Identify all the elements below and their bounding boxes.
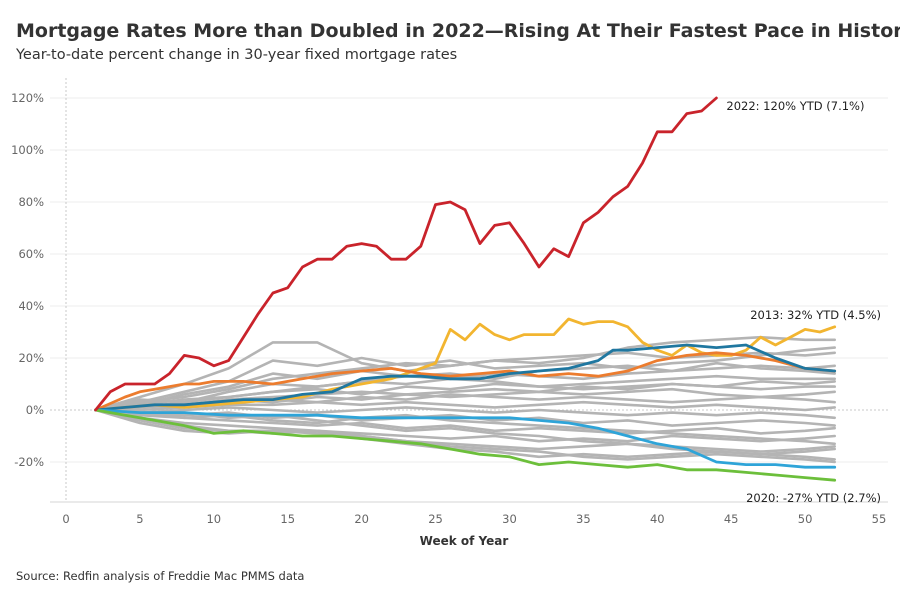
highlighted-series	[94, 96, 837, 482]
y-tick-label: -20%	[14, 455, 44, 469]
series-line-teal	[94, 343, 837, 412]
y-tick-label: 40%	[18, 299, 44, 313]
x-tick-label: 5	[136, 512, 143, 526]
series-line-2022	[94, 96, 718, 412]
y-tick-label: 80%	[18, 195, 44, 209]
series-line-2020	[94, 408, 837, 482]
y-tick-label: 20%	[18, 351, 44, 365]
x-tick-label: 15	[280, 512, 295, 526]
series-line-gray-q	[94, 364, 836, 412]
series-line-gray-t	[94, 408, 836, 461]
background-series	[94, 335, 836, 464]
x-tick-label: 45	[724, 512, 739, 526]
x-tick-label: 55	[872, 512, 887, 526]
series-annotations: 2022: 120% YTD (7.1%) 2013: 32% YTD (4.5%…	[726, 99, 881, 505]
x-tick-label: 40	[650, 512, 665, 526]
y-tick-label: 100%	[11, 143, 44, 157]
chart-title: Mortgage Rates More than Doubled in 2022…	[16, 20, 900, 42]
x-axis-title: Week of Year	[420, 534, 509, 548]
y-axis-ticks: -20% 0% 20% 40% 60% 80% 100% 120%	[11, 91, 44, 469]
y-tick-label: 120%	[11, 91, 44, 105]
annotation-2022: 2022: 120% YTD (7.1%)	[726, 99, 864, 113]
x-tick-label: 10	[206, 512, 221, 526]
source-note: Source: Redfin analysis of Freddie Mac P…	[16, 569, 305, 583]
series-line-light-blue	[94, 408, 837, 469]
chart-subtitle: Year-to-date percent change in 30-year f…	[16, 47, 458, 63]
y-tick-label: 60%	[18, 247, 44, 261]
series-line-gray-k	[94, 408, 836, 435]
series-line-orange	[94, 351, 837, 412]
y-tick-label: 0%	[26, 403, 44, 417]
x-tick-label: 0	[62, 512, 69, 526]
annotation-2020: 2020: -27% YTD (2.7%)	[746, 491, 881, 505]
annotation-2013: 2013: 32% YTD (4.5%)	[750, 308, 881, 322]
x-tick-label: 50	[798, 512, 813, 526]
x-tick-label: 30	[502, 512, 517, 526]
series-line-gray-i	[94, 406, 836, 420]
x-tick-label: 35	[576, 512, 591, 526]
x-tick-label: 20	[354, 512, 369, 526]
x-tick-label: 25	[428, 512, 443, 526]
series-line-gray-l	[94, 408, 836, 443]
series-line-gray-o	[94, 408, 836, 464]
x-axis-ticks: 0 5 10 15 20 25 30 35 40 45 50 55	[62, 512, 886, 526]
